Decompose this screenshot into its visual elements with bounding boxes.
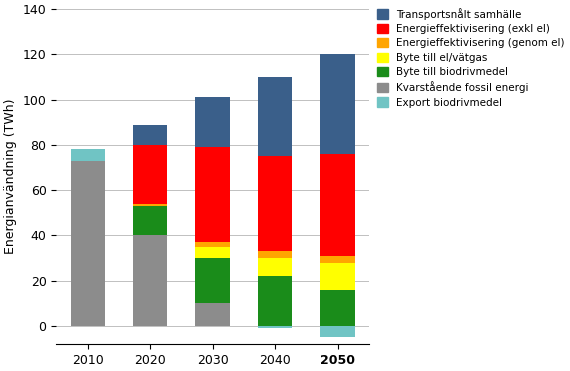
Bar	[196, 303, 230, 326]
Bar	[133, 206, 168, 236]
Y-axis label: Energianvändning (TWh): Energianvändning (TWh)	[4, 99, 17, 255]
Bar	[258, 258, 292, 276]
Bar	[133, 125, 168, 145]
Bar	[196, 258, 230, 303]
Bar	[71, 161, 105, 326]
Bar	[71, 150, 105, 161]
Legend: Transportsnålt samhälle, Energieffektivisering (exkl el), Energieffektivisering : Transportsnålt samhälle, Energieffektivi…	[377, 8, 564, 108]
Bar	[258, 77, 292, 156]
Bar	[320, 290, 355, 326]
Bar	[320, 55, 355, 154]
Bar	[196, 247, 230, 258]
Bar	[320, 154, 355, 256]
Bar	[196, 147, 230, 242]
Bar	[258, 156, 292, 251]
Bar	[320, 326, 355, 337]
Bar	[258, 326, 292, 328]
Bar	[133, 236, 168, 326]
Bar	[320, 263, 355, 290]
Bar	[196, 242, 230, 247]
Bar	[258, 276, 292, 326]
Bar	[133, 145, 168, 204]
Bar	[258, 251, 292, 258]
Bar	[196, 98, 230, 147]
Bar	[133, 204, 168, 206]
Bar	[320, 256, 355, 263]
